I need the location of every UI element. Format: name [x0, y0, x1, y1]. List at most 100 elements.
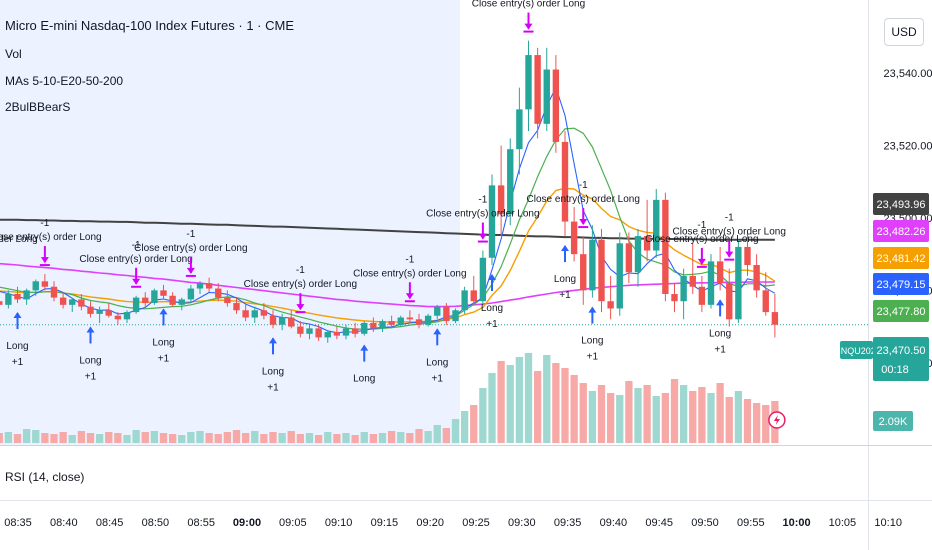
exit-arrow-head	[405, 293, 414, 300]
rsi-pane-label[interactable]: RSI (14, close)	[5, 470, 85, 484]
currency-button[interactable]: USD	[884, 18, 924, 46]
volume-bar	[105, 432, 113, 443]
candle-body	[160, 290, 167, 296]
exit-signal-label: Close entry(s) order Long	[134, 243, 247, 254]
volume-bar	[223, 432, 232, 443]
volume-bar	[752, 403, 761, 443]
volume-bar	[77, 431, 86, 443]
volume-bar	[296, 434, 305, 443]
volume-bar	[734, 391, 743, 443]
candle-body	[424, 315, 432, 325]
exit-signal-qty: -1	[405, 254, 414, 265]
exit-arrow-head	[697, 258, 706, 265]
long-signal-label: Long	[581, 336, 603, 347]
candle-body	[470, 290, 477, 302]
volume-bar	[333, 434, 341, 443]
volume-bar	[260, 434, 268, 443]
volume-bar	[670, 379, 679, 443]
volume-bar	[488, 373, 496, 443]
long-arrow-head	[488, 274, 496, 281]
volume-bar	[287, 431, 295, 443]
exit-signal-qty: -1	[132, 240, 141, 251]
candle-body	[479, 257, 487, 302]
ma-price-tag	[873, 300, 929, 322]
ma5-line	[0, 87, 776, 334]
candle-body	[488, 185, 496, 258]
candle-body	[415, 319, 423, 325]
candle-body	[50, 286, 58, 298]
candle-body	[151, 290, 158, 304]
volume-bar	[479, 388, 487, 443]
volume-bar	[251, 431, 259, 443]
volume-bar	[616, 395, 624, 443]
ma-price-tag-label: 23,482.26	[877, 226, 926, 238]
volume-bar	[205, 433, 213, 443]
candle-body	[625, 243, 633, 273]
volume-bar	[743, 399, 752, 443]
exit-signal-label: Close entry(s) order Long	[426, 209, 539, 220]
candle-body	[497, 185, 505, 215]
volume-bar	[369, 434, 378, 443]
candle-body	[260, 310, 268, 316]
time-tick-label: 10:00	[783, 517, 811, 529]
volume-bar	[506, 365, 514, 443]
candle-body	[443, 306, 450, 322]
time-tick-label: 09:10	[325, 517, 353, 529]
candle-body	[507, 149, 514, 215]
indicator-mas-label[interactable]: MAs 5-10-E20-50-200	[5, 74, 124, 88]
ma200-line	[0, 218, 775, 241]
volume-bar	[269, 432, 277, 443]
candle-body	[306, 328, 313, 334]
time-tick-label: 09:40	[600, 517, 628, 529]
ma-price-tag	[873, 273, 929, 295]
long-arrow-head	[588, 306, 597, 313]
bolt-glyph	[773, 415, 780, 425]
ma-price-tag-label: 23,493.96	[877, 199, 926, 211]
long-signal-label: Long	[481, 303, 503, 314]
candle-body	[224, 297, 231, 304]
price-tick-label: 23,520.00	[884, 141, 932, 153]
volume-bar	[515, 357, 524, 443]
long-signal-label: Long	[152, 337, 174, 348]
volume-bar	[342, 433, 350, 443]
indicator-strategy-label[interactable]: 2BulBBearS	[5, 100, 71, 114]
candle-body	[0, 301, 3, 305]
volume-bar	[433, 425, 441, 443]
candle-body	[689, 275, 696, 287]
volume-bar	[415, 429, 423, 443]
long-signal-label: Long	[262, 366, 284, 377]
candle-body	[726, 283, 733, 320]
indicator-volume-label[interactable]: Vol	[5, 47, 22, 61]
volume-bar	[13, 434, 22, 443]
long-arrow-head	[86, 326, 95, 333]
volume-bar	[4, 432, 13, 443]
volume-bar	[150, 431, 159, 443]
candle-body	[598, 239, 605, 302]
volume-bar	[406, 433, 414, 443]
candle-body	[297, 326, 304, 334]
volume-bar	[460, 411, 469, 443]
candle-body	[543, 69, 550, 124]
long-signal-qty: +1	[85, 372, 97, 383]
candle-body	[5, 293, 12, 305]
exit-signal-label: Close entry(s) order Long	[472, 0, 585, 10]
time-tick-label: 08:45	[96, 517, 124, 529]
volume-bar	[0, 433, 3, 443]
time-tick-label: 09:00	[233, 517, 261, 529]
volume-bar	[278, 433, 286, 443]
exit-signal-label: Close entry(s) order Long	[244, 279, 357, 290]
last-price-label: 23,470.50	[877, 345, 926, 357]
candle-body	[123, 312, 131, 320]
candle-body	[643, 236, 651, 251]
ma-price-tag-label: 23,479.15	[877, 279, 926, 291]
price-tick-label: 23,540.00	[884, 68, 932, 80]
candle-body	[242, 310, 249, 318]
candle-body	[653, 199, 660, 251]
exit-arrow-head	[579, 219, 588, 226]
long-signal-qty: +1	[432, 373, 444, 384]
candle-body	[461, 290, 468, 311]
volume-bar	[168, 434, 177, 443]
candle-body	[23, 290, 30, 300]
